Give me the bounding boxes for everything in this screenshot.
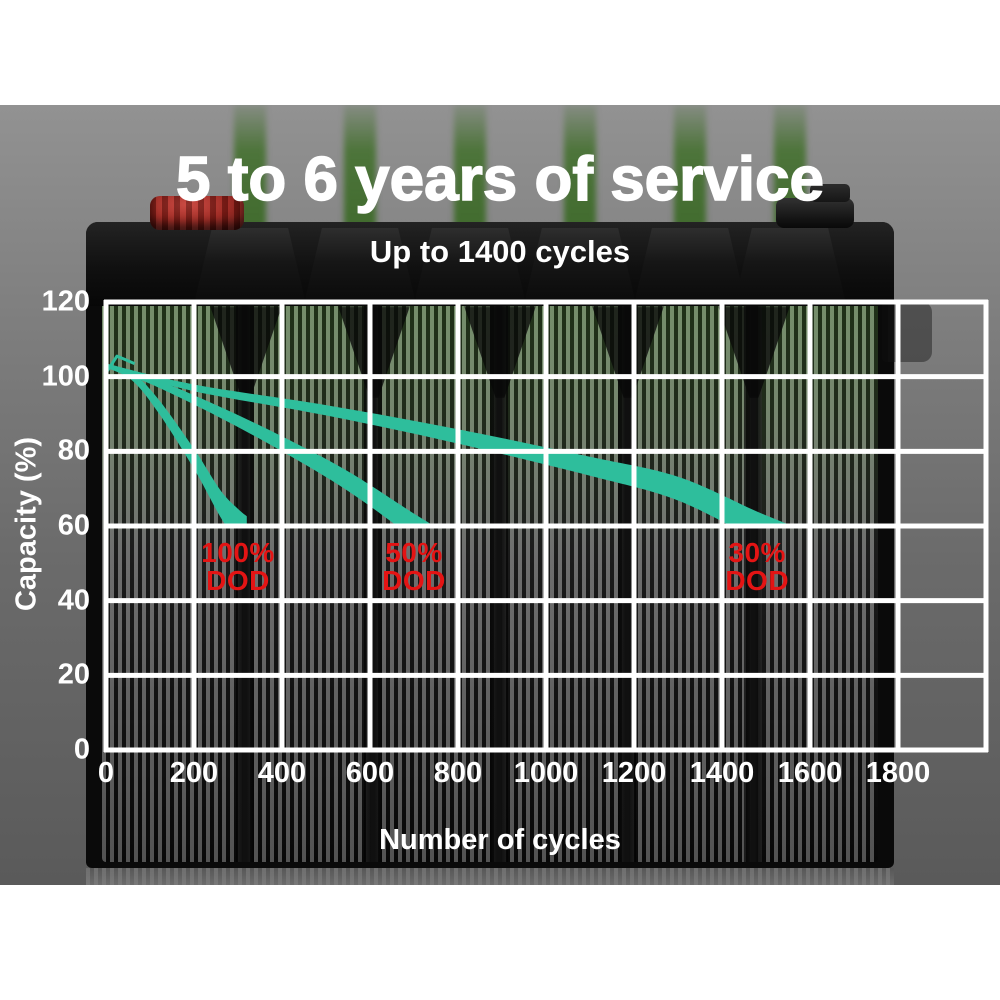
x-tick: 400 xyxy=(257,757,307,789)
cell-glow-column xyxy=(344,105,376,235)
y-tick: 100 xyxy=(41,360,90,393)
y-tick: 40 xyxy=(57,584,90,617)
curve-origin-accent xyxy=(104,354,136,374)
dod-curves xyxy=(104,354,797,528)
cell-glow-column xyxy=(674,105,706,235)
cell-glow-column xyxy=(564,105,596,235)
x-tick: 200 xyxy=(169,757,219,789)
black-terminal xyxy=(776,198,854,228)
x-tick: 1000 xyxy=(513,757,579,789)
y-tick: 20 xyxy=(57,658,90,691)
cell-divider xyxy=(236,306,254,862)
dod-label-100dod: 100% DOD xyxy=(201,537,275,596)
terminal-knob xyxy=(810,184,850,202)
cell-cap xyxy=(304,228,416,304)
dod-curve-30dod xyxy=(106,363,797,528)
cell-divider xyxy=(744,306,762,862)
dod-curve-50dod xyxy=(106,363,438,528)
x-tick: 1200 xyxy=(601,757,667,789)
cell-glow-column xyxy=(454,105,486,235)
page-title: 5 to 6 years of service xyxy=(175,144,824,215)
x-tick: 0 xyxy=(97,757,115,789)
y-tick: 80 xyxy=(57,434,90,467)
red-terminal xyxy=(150,196,244,230)
cell-cap xyxy=(194,228,306,304)
cell-cap xyxy=(414,228,526,304)
y-tick: 60 xyxy=(57,509,90,542)
battery-body xyxy=(86,184,932,868)
cell-cap xyxy=(524,228,636,304)
dod-curve-100dod xyxy=(106,363,247,528)
x-tick: 1400 xyxy=(689,757,755,789)
dod-label-50dod: 50% DOD xyxy=(382,537,446,596)
battery-lid xyxy=(86,222,894,306)
cell-cap xyxy=(634,228,746,304)
grid-lines xyxy=(103,299,989,753)
x-tick: 800 xyxy=(433,757,483,789)
product-photo-background xyxy=(0,105,1000,885)
x-tick: 1800 xyxy=(865,757,931,789)
x-axis-title: Number of cycles xyxy=(379,824,621,856)
x-tick: 1600 xyxy=(777,757,843,789)
battery-reflection xyxy=(86,868,894,885)
dod-label-30dod: 30% DOD xyxy=(725,537,790,596)
y-tick: 0 xyxy=(73,733,90,766)
cell-cap xyxy=(734,228,846,304)
page-subtitle: Up to 1400 cycles xyxy=(369,234,631,269)
side-handle xyxy=(882,302,932,362)
y-tick: 120 xyxy=(41,285,90,318)
x-tick: 600 xyxy=(345,757,395,789)
